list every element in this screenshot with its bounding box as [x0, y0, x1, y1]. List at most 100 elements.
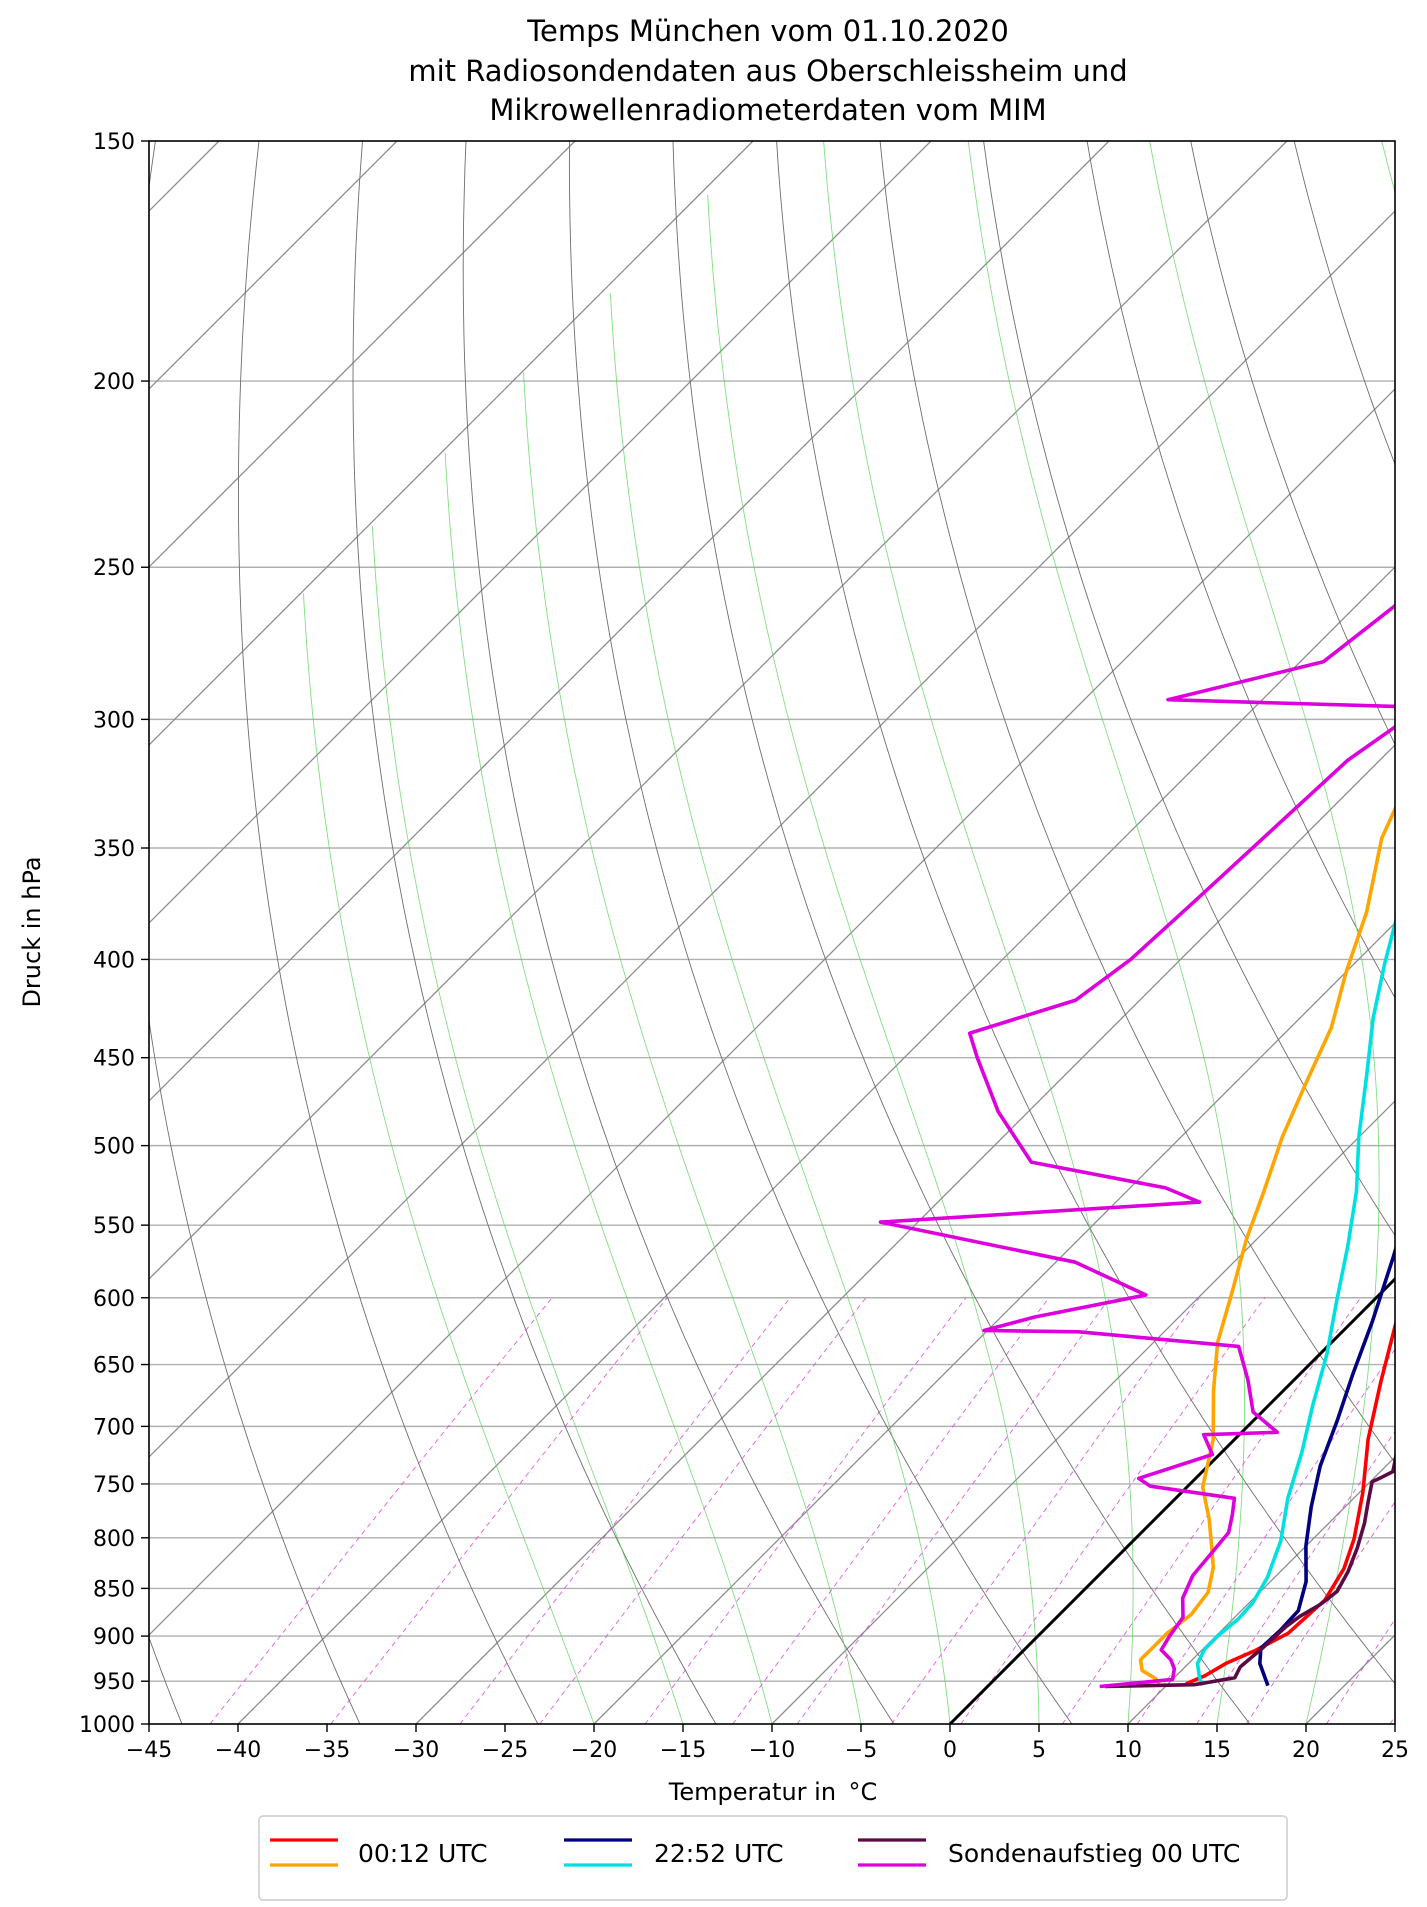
x-tick-label: −10: [749, 1738, 795, 1763]
y-tick-label: 400: [93, 948, 135, 973]
y-tick-label: 150: [93, 130, 135, 155]
mixing-ratio-line: [796, 1297, 1111, 1724]
mixing-ratio-line: [330, 1297, 668, 1724]
isotherm-line: [237, 566, 1395, 1724]
dry-adiabat-line: [672, 141, 1251, 1724]
y-tick-label: 1000: [79, 1713, 135, 1738]
legend-label-22-52: 22:52 UTC: [654, 1839, 784, 1868]
isotherm-line: [149, 141, 932, 924]
moist-adiabat-line: [1149, 141, 1380, 1724]
x-axis-ticks: −45 −40 −35 −30 −25 −20 −15 −10 −5 0 5 10 15 20 25: [126, 1724, 1409, 1763]
moist-adiabat-line: [1381, 141, 1395, 1724]
moist-adiabat-line: [444, 452, 773, 1724]
isotherm-line: [149, 141, 1288, 1280]
y-axis-label: Druck in hPa: [18, 856, 46, 1007]
legend: 00:12 UTC 22:52 UTC Sondenaufstieg 00 UT…: [258, 1815, 1288, 1901]
moist-adiabat-line: [823, 141, 1134, 1724]
y-tick-label: 350: [93, 837, 135, 862]
isotherm-line: [771, 1100, 1395, 1724]
x-axis-label: Temperatur in °C: [668, 1778, 877, 1806]
x-tick-label: 10: [1114, 1738, 1142, 1763]
series-line-td_sonde: [878, 603, 1395, 1689]
y-tick-label: 800: [93, 1527, 135, 1552]
y-tick-label: 550: [93, 1214, 135, 1239]
title-line-2: mit Radiosondendaten aus Oberschleisshei…: [408, 54, 1127, 88]
x-tick-label: −35: [304, 1738, 350, 1763]
dry-adiabat-line: [352, 141, 717, 1724]
x-tick-label: −15: [660, 1738, 706, 1763]
legend-box: [258, 1815, 1288, 1901]
y-tick-label: 200: [93, 370, 135, 395]
mixing-ratio-line: [644, 1297, 967, 1724]
isotherm-line: [149, 141, 576, 568]
reference-lines: [0, 141, 1427, 1724]
x-tick-label: 25: [1381, 1738, 1409, 1763]
dry-adiabat-line: [1086, 141, 1395, 999]
dry-adiabat-line: [0, 141, 4, 1724]
dry-adiabat-line: [879, 141, 1395, 1464]
legend-label-sonde: Sondenaufstieg 00 UTC: [948, 1839, 1240, 1868]
x-tick-label: −45: [126, 1738, 172, 1763]
dry-adiabat-line: [149, 141, 361, 1724]
isotherm-line: [149, 210, 1395, 1458]
isotherm-line: [1305, 1634, 1395, 1724]
x-tick-label: −20: [571, 1738, 617, 1763]
title-line-1: Temps München vom 01.10.2020: [526, 14, 1009, 48]
y-tick-label: 500: [93, 1135, 135, 1160]
chart-title: Temps München vom 01.10.2020 mit Radioso…: [408, 14, 1127, 127]
dry-adiabat-line: [1190, 141, 1395, 746]
dry-adiabat-line: [983, 141, 1395, 1237]
x-tick-label: 0: [943, 1738, 957, 1763]
dry-adiabat-line: [776, 141, 1395, 1685]
mixing-ratio-line: [732, 1297, 1050, 1724]
y-tick-label: 300: [93, 708, 135, 733]
y-tick-label: 700: [93, 1415, 135, 1440]
mixing-ratio-line: [459, 1297, 791, 1724]
mixing-ratio-line: [539, 1297, 867, 1724]
x-tick-label: −30: [393, 1738, 439, 1763]
x-tick-label: −5: [845, 1738, 877, 1763]
y-tick-label: 650: [93, 1354, 135, 1379]
mixing-ratio-line: [1245, 1501, 1395, 1724]
series-line-t_0012: [1185, 1319, 1395, 1686]
y-axis-ticks: 150 200 250 300 350 400 450 500 550 600 650 700 750 8…: [79, 130, 149, 1738]
series-line-td_0012: [1138, 804, 1395, 1685]
y-tick-label: 850: [93, 1577, 135, 1602]
isotherm-line: [149, 141, 1110, 1102]
isotherm-line: [593, 922, 1395, 1724]
isotherm-line: [149, 388, 1395, 1636]
dry-adiabat-line: [462, 141, 895, 1724]
moist-adiabat-line: [967, 141, 1245, 1724]
x-tick-label: −25: [482, 1738, 528, 1763]
x-tick-label: −40: [215, 1738, 261, 1763]
x-tick-label: 5: [1032, 1738, 1046, 1763]
series-line-td_2252: [1195, 916, 1395, 1687]
y-tick-label: 750: [93, 1473, 135, 1498]
mixing-ratio-line: [891, 1297, 1200, 1724]
moist-adiabat-line: [371, 526, 684, 1724]
title-line-3: Mikrowellenradiometerdaten vom MIM: [489, 93, 1046, 127]
mixing-ratio-line: [1062, 1297, 1361, 1724]
x-tick-label: 20: [1292, 1738, 1320, 1763]
moist-adiabat-line: [303, 593, 595, 1724]
x-tick-label: 15: [1203, 1738, 1231, 1763]
y-tick-label: 450: [93, 1047, 135, 1072]
legend-label-00-12: 00:12 UTC: [358, 1839, 488, 1868]
isotherm-line: [149, 141, 754, 746]
isotherm-line: [415, 744, 1395, 1724]
dry-adiabat-line: [238, 141, 539, 1724]
series-line-t_sonde: [1104, 1451, 1395, 1689]
profile-series: [878, 603, 1395, 1689]
moist-adiabat-line: [707, 194, 1040, 1724]
y-tick-label: 600: [93, 1287, 135, 1312]
isotherm-line: [1127, 1456, 1395, 1724]
mixing-ratio-line: [960, 1297, 1266, 1724]
mixing-ratio-line: [1136, 1348, 1395, 1724]
dry-adiabat-line: [1398, 141, 1427, 1724]
moist-adiabat-line: [523, 372, 862, 1724]
y-tick-label: 950: [93, 1670, 135, 1695]
y-tick-label: 250: [93, 556, 135, 581]
mixing-ratio-line: [209, 1297, 553, 1724]
dry-adiabat-line: [568, 141, 1073, 1724]
